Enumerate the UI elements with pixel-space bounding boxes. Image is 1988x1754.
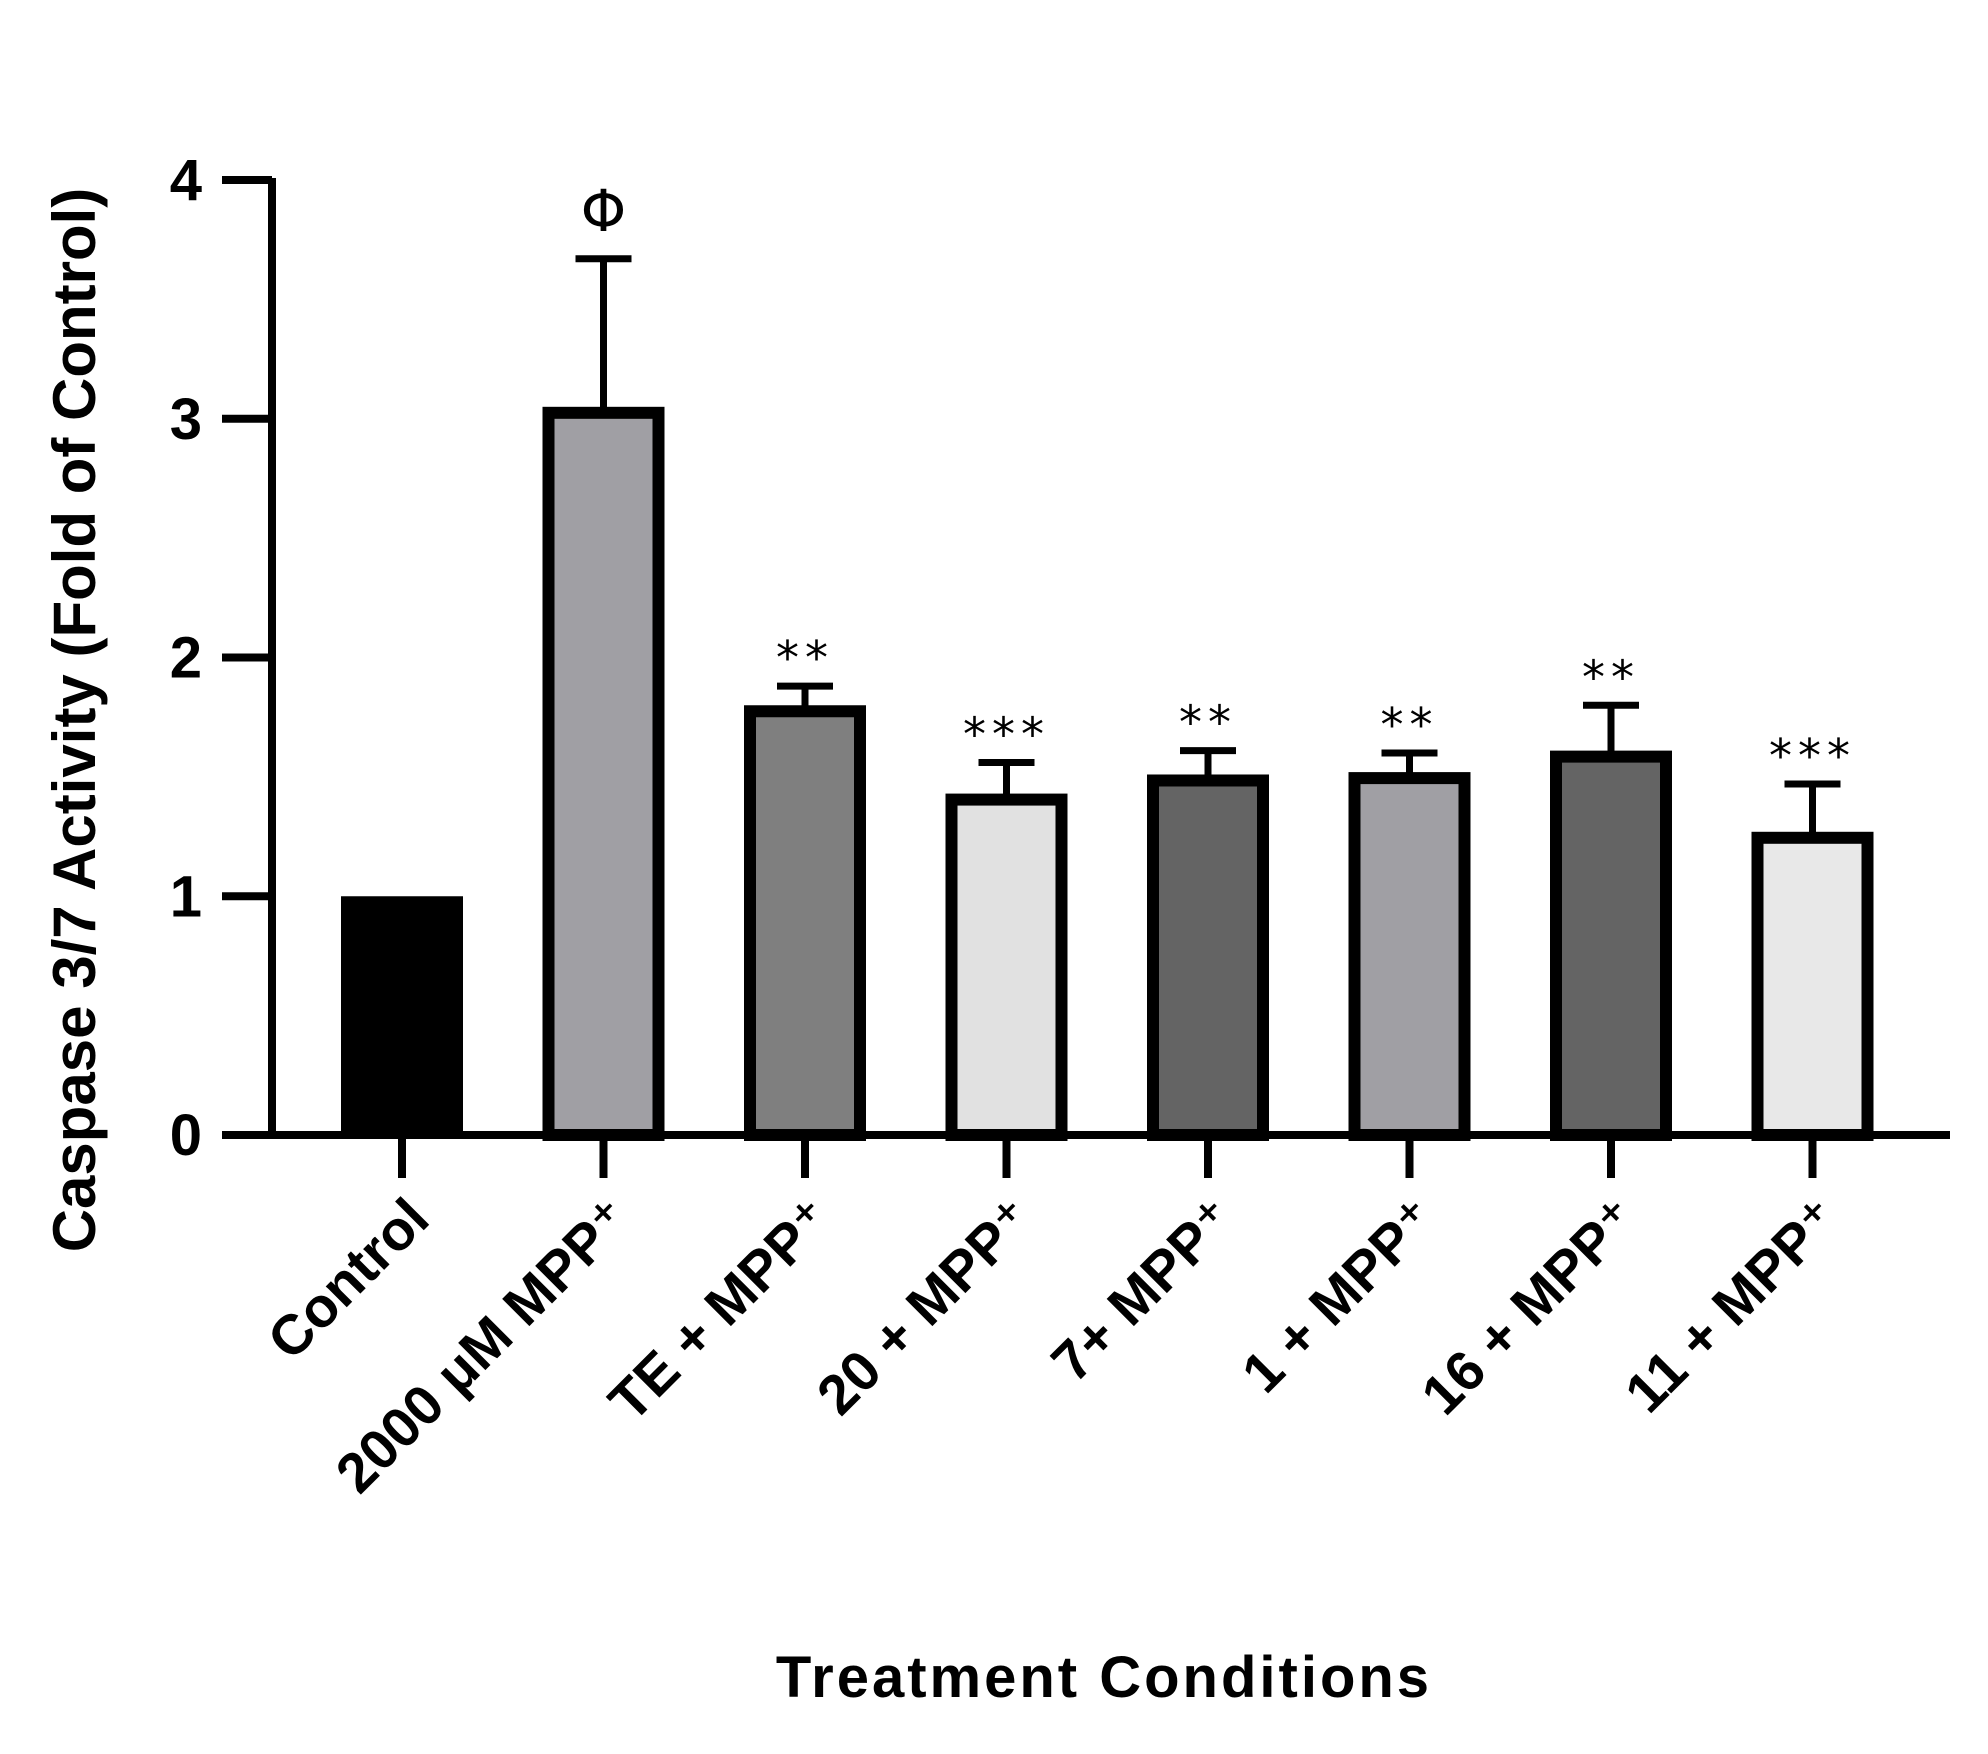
y-tick-label-2: 2 bbox=[170, 626, 202, 691]
bar-0 bbox=[341, 896, 463, 1135]
y-tick-label-0: 0 bbox=[170, 1103, 202, 1168]
error-bars-layer bbox=[575, 255, 1841, 838]
axes-layer bbox=[222, 176, 1950, 1178]
bar-7 bbox=[1751, 831, 1874, 1141]
bar-6 bbox=[1550, 750, 1672, 1141]
x-tick-label-5: 1 + MPP⁺ bbox=[1230, 1186, 1448, 1404]
x-tick-label-3: 20 + MPP⁺ bbox=[805, 1186, 1045, 1426]
y-axis-title: Caspase 3/7 Activity (Fold of Control) bbox=[41, 188, 108, 1253]
significance-label-1: Φ bbox=[581, 177, 627, 245]
y-tick-label-3: 3 bbox=[170, 387, 202, 452]
x-tick-label-7: 11 + MPP⁺ bbox=[1613, 1186, 1851, 1424]
x-axis-title: Treatment Conditions bbox=[776, 1645, 1432, 1710]
bar-2 bbox=[744, 705, 866, 1141]
significance-label-4: ** bbox=[1179, 696, 1237, 750]
bars-layer bbox=[341, 406, 1874, 1142]
significance-label-3: *** bbox=[963, 708, 1050, 762]
y-tick-label-1: 1 bbox=[170, 864, 202, 929]
significance-label-7: *** bbox=[1769, 729, 1856, 783]
y-tick-label-4: 4 bbox=[170, 148, 202, 213]
x-tick-label-4: 7+ MPP⁺ bbox=[1039, 1186, 1246, 1393]
x-tick-label-6: 16 + MPP⁺ bbox=[1409, 1186, 1649, 1426]
significance-label-2: ** bbox=[776, 631, 834, 685]
bar-1 bbox=[542, 406, 665, 1141]
bar-3 bbox=[945, 793, 1068, 1142]
bar-4 bbox=[1147, 774, 1269, 1141]
significance-label-5: ** bbox=[1381, 698, 1439, 752]
bar-5 bbox=[1348, 772, 1471, 1141]
significance-label-6: ** bbox=[1582, 650, 1640, 704]
x-tick-label-0: Control bbox=[255, 1186, 440, 1371]
